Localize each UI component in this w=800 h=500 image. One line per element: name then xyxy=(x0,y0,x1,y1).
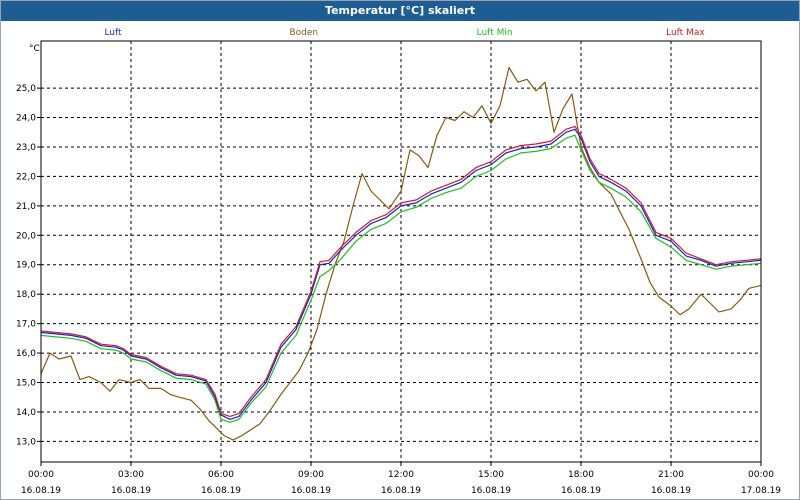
x-tick-date-label: 16.08.19 xyxy=(561,486,601,496)
y-tick-label: 17,0 xyxy=(16,320,36,330)
y-tick-label: 20,0 xyxy=(16,231,36,241)
x-tick-time-label: 06:00 xyxy=(208,470,234,480)
y-tick-label: 22,0 xyxy=(16,172,36,182)
legend-item: Luft xyxy=(104,28,122,38)
x-tick-date-label: 16.08.19 xyxy=(381,486,421,496)
x-tick-date-label: 16.08.19 xyxy=(21,486,61,496)
y-tick-label: 19,0 xyxy=(16,261,36,271)
legend-item: Luft Max xyxy=(666,28,705,38)
temperature-chart: Luft Boden Luft Min Luft Max °C 13,0 14,0 15,… xyxy=(16,28,781,496)
x-tick-date-label: 16.08.19 xyxy=(201,486,241,496)
y-tick-label: 23,0 xyxy=(16,143,36,153)
series-line-luft-max xyxy=(40,125,762,417)
grid xyxy=(41,41,761,462)
y-tick-label: 15,0 xyxy=(16,379,36,389)
series-group xyxy=(40,66,762,441)
series-line-luft xyxy=(40,128,762,420)
y-tick-label: 25,0 xyxy=(16,84,36,94)
x-tick-date-label: 16.08.19 xyxy=(651,486,691,496)
x-tick-time-label: 00:00 xyxy=(28,470,54,480)
x-tick-date-label: 16.08.19 xyxy=(291,486,331,496)
x-tick-date-label: 16.08.19 xyxy=(111,486,151,496)
y-tick-label: 18,0 xyxy=(16,290,36,300)
axis-ticks: 13,0 14,0 15,0 16,0 17,0 18,0 19,0 20,0 21,0 22,0… xyxy=(16,84,781,496)
y-tick-label: 24,0 xyxy=(16,114,36,124)
y-tick-label: 13,0 xyxy=(16,437,36,447)
y-tick-label: 14,0 xyxy=(16,408,36,418)
series-line-luft-min xyxy=(40,134,762,423)
legend-item: Luft Min xyxy=(477,28,513,38)
x-tick-time-label: 15:00 xyxy=(478,470,504,480)
legend-item: Boden xyxy=(289,28,318,38)
x-tick-time-label: 00:00 xyxy=(748,470,774,480)
x-tick-time-label: 03:00 xyxy=(118,470,144,480)
x-tick-time-label: 21:00 xyxy=(658,470,684,480)
x-tick-date-label: 16.08.19 xyxy=(471,486,511,496)
series-line-boden xyxy=(40,66,762,441)
y-tick-label: 16,0 xyxy=(16,349,36,359)
y-tick-label: 21,0 xyxy=(16,202,36,212)
x-tick-time-label: 18:00 xyxy=(568,470,594,480)
x-tick-date-label: 17.08.19 xyxy=(741,486,781,496)
x-tick-time-label: 12:00 xyxy=(388,470,414,480)
y-axis-label: °C xyxy=(29,44,40,54)
x-tick-time-label: 09:00 xyxy=(298,470,324,480)
chart-title: Temperatur [°C] skaliert xyxy=(1,1,799,21)
legend: Luft Boden Luft Min Luft Max xyxy=(104,28,705,38)
